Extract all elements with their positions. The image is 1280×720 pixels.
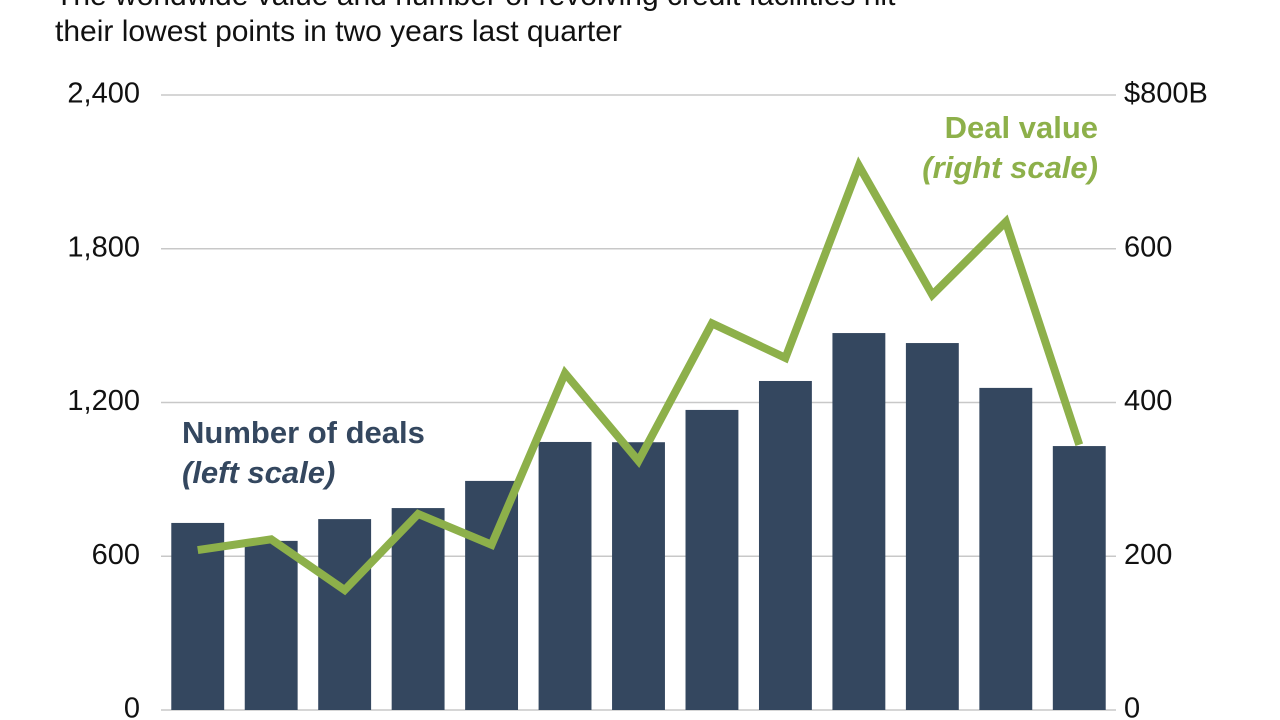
bar xyxy=(244,540,298,710)
annotation: Deal value xyxy=(945,110,1098,145)
y-tick-label: 2,400 xyxy=(67,78,140,110)
bar xyxy=(685,409,739,710)
chart-title: their lowest points in two years last qu… xyxy=(55,15,622,48)
bar xyxy=(905,343,959,710)
bar xyxy=(612,442,665,710)
bar xyxy=(465,480,519,710)
annotation: (left scale) xyxy=(182,455,335,490)
y-tick-label: 1,200 xyxy=(67,385,140,417)
annotation: Number of deals xyxy=(182,415,425,450)
y-tick-label: 400 xyxy=(1124,385,1172,417)
bar xyxy=(318,519,372,710)
bar xyxy=(758,380,812,710)
y-tick-label: 600 xyxy=(1124,231,1172,263)
bar xyxy=(538,441,592,710)
bar xyxy=(171,522,225,710)
y-tick-label: 200 xyxy=(1124,539,1172,571)
line xyxy=(197,156,1084,596)
bar xyxy=(979,387,1033,710)
chart-title: The worldwide value and number of revolv… xyxy=(55,0,896,12)
bar xyxy=(832,333,886,710)
y-tick-label: 0 xyxy=(124,693,140,720)
bar xyxy=(1052,446,1106,710)
bar xyxy=(391,508,445,710)
y-tick-label: 600 xyxy=(92,539,140,571)
y-tick-label: $800B xyxy=(1124,78,1208,110)
y-tick-label: 1,800 xyxy=(67,231,140,263)
y-tick-label: 0 xyxy=(1124,693,1140,720)
annotation: (right scale) xyxy=(922,150,1098,185)
